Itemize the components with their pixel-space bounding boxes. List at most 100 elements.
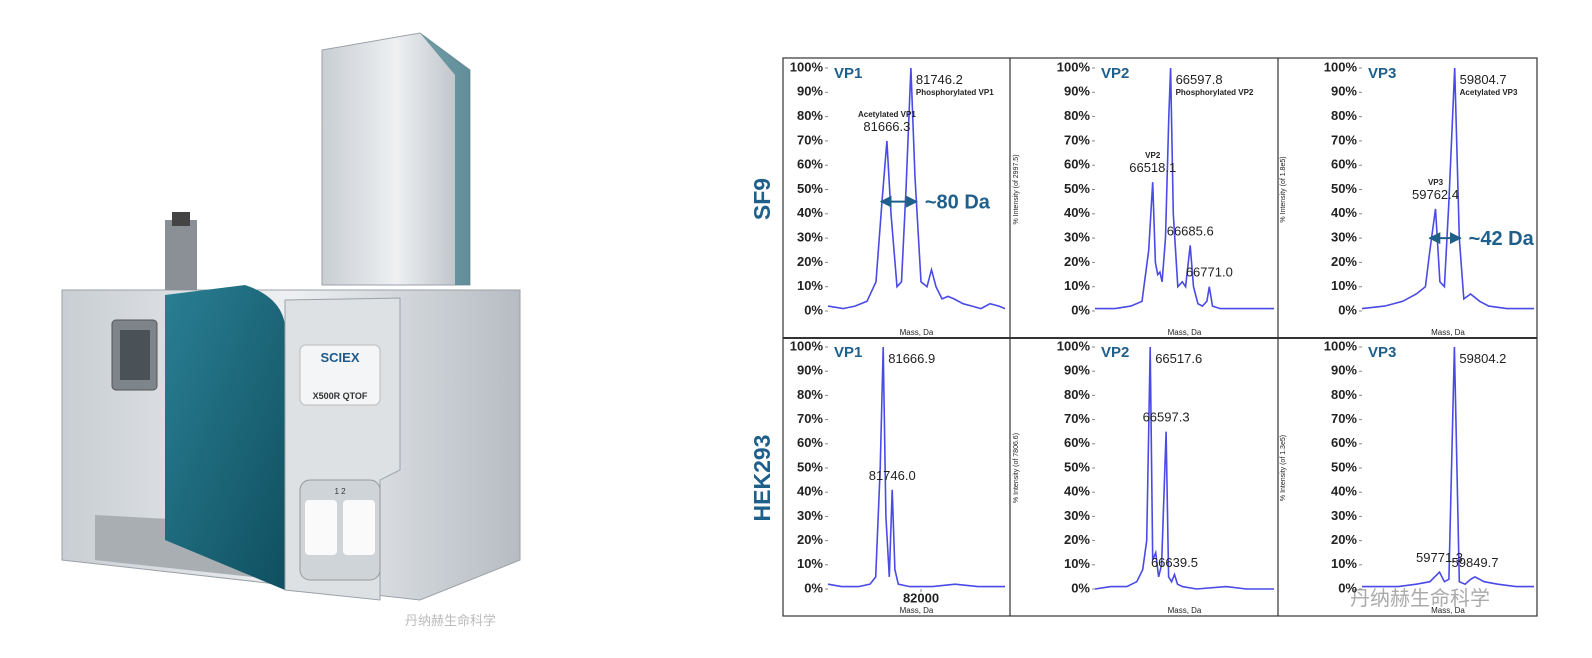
peak-label: 66639.5 (1151, 555, 1198, 570)
y-tick-label: 50% (1331, 459, 1357, 474)
row-label: SF9 (749, 178, 775, 220)
peak-note: VP3 (1428, 178, 1444, 187)
spectrum-line (1095, 67, 1274, 310)
y-tick-label: 40% (1064, 484, 1090, 499)
chart-title: VP3 (1368, 344, 1396, 361)
y-tick-label: 90% (797, 84, 823, 99)
mass-shift-label: ~80 Da (925, 192, 991, 214)
y-tick-label: 40% (1331, 484, 1357, 499)
y-tick-label: 80% (797, 387, 823, 402)
row-label: HEK293 (749, 435, 775, 522)
y-axis-label: % Intensity (of 1.3e5) (1280, 435, 1287, 501)
x-tick-label: 82000 (903, 590, 939, 605)
y-axis-label: % Intensity (of 1.8e5) (1280, 156, 1287, 222)
y-tick-label: 60% (1064, 435, 1090, 450)
spectrum-line (1094, 346, 1274, 590)
watermark: 丹纳赫生命科学 (1350, 587, 1490, 610)
y-tick-label: 70% (1331, 132, 1357, 147)
peak-label: 59849.7 (1452, 555, 1499, 570)
y-tick-label: 20% (797, 254, 823, 269)
y-tick-label: 0% (804, 580, 823, 595)
peak-note: VP2 (1145, 151, 1161, 160)
x-axis-label: Mass, Da (1168, 606, 1202, 615)
peak-note: Phosphorylated VP2 (1176, 88, 1254, 97)
y-tick-label: 50% (797, 459, 823, 474)
y-tick-label: 70% (797, 411, 823, 426)
y-tick-label: 0% (1338, 580, 1357, 595)
peak-note: Phosphorylated VP1 (916, 88, 994, 97)
y-tick-label: 60% (797, 435, 823, 450)
y-tick-label: 70% (1064, 132, 1090, 147)
y-tick-label: 30% (1064, 230, 1090, 245)
y-tick-label: 10% (797, 556, 823, 571)
instrument-photo: SCIEX X500R QTOF 1 2 丹纳赫生命科学 (61, 32, 521, 628)
y-tick-label: 80% (797, 108, 823, 123)
chart-title: VP1 (834, 344, 862, 361)
y-tick-label: 30% (1064, 508, 1090, 523)
chart-title: VP2 (1101, 344, 1129, 361)
peak-label: 66517.6 (1155, 351, 1202, 366)
y-tick-label: 10% (1064, 278, 1090, 293)
y-tick-label: 10% (1331, 556, 1357, 571)
y-tick-label: 50% (1064, 459, 1090, 474)
peak-label: 66518.1 (1129, 160, 1176, 175)
y-tick-label: 60% (797, 157, 823, 172)
peak-label: 59771.3 (1416, 550, 1463, 565)
y-tick-label: 90% (797, 363, 823, 378)
y-tick-label: 90% (1064, 84, 1090, 99)
y-tick-label: 0% (1338, 302, 1357, 317)
y-tick-label: 40% (1331, 205, 1357, 220)
y-tick-label: 10% (797, 278, 823, 293)
y-tick-label: 10% (1064, 556, 1090, 571)
y-tick-label: 60% (1331, 157, 1357, 172)
chart-title: VP3 (1368, 65, 1396, 82)
y-tick-label: 90% (1331, 363, 1357, 378)
x-axis-label: Mass, Da (1168, 328, 1202, 337)
peak-label: 66685.6 (1167, 223, 1214, 238)
spectrum-line (827, 346, 1005, 588)
x-axis-label: Mass, Da (1431, 328, 1465, 337)
y-tick-label: 70% (1064, 411, 1090, 426)
y-tick-label: 90% (1331, 84, 1357, 99)
y-tick-label: 0% (1071, 580, 1090, 595)
chart-title: VP1 (834, 65, 862, 82)
y-tick-label: 40% (797, 205, 823, 220)
peak-label: 66597.8 (1176, 72, 1223, 87)
y-tick-label: 60% (1064, 157, 1090, 172)
y-tick-label: 80% (1331, 387, 1357, 402)
figure-frame (782, 57, 1538, 617)
y-tick-label: 30% (1331, 230, 1357, 245)
y-tick-label: 0% (1071, 302, 1090, 317)
peak-label: 66597.3 (1143, 410, 1190, 425)
peak-label: 81666.9 (888, 351, 935, 366)
peak-note: Acetylated VP1 (858, 110, 916, 119)
y-tick-label: 80% (1331, 108, 1357, 123)
y-tick-label: 20% (1064, 532, 1090, 547)
y-tick-label: 100% (790, 59, 824, 74)
y-tick-label: 20% (797, 532, 823, 547)
peak-label: 81666.3 (863, 119, 910, 134)
y-tick-label: 100% (1324, 338, 1358, 353)
spectrum-line (827, 67, 1006, 310)
y-tick-label: 20% (1064, 254, 1090, 269)
y-tick-label: 70% (797, 132, 823, 147)
y-tick-label: 40% (1064, 205, 1090, 220)
slot-label: 1 2 (334, 487, 346, 496)
y-tick-label: 70% (1331, 411, 1357, 426)
peak-label: 59804.2 (1459, 351, 1506, 366)
spectrum-line (1361, 67, 1534, 310)
y-tick-label: 50% (1331, 181, 1357, 196)
x-axis-label: Mass, Da (900, 328, 934, 337)
watermark: 丹纳赫生命科学 (405, 613, 496, 628)
peak-label: 81746.0 (869, 468, 916, 483)
y-tick-label: 20% (1331, 254, 1357, 269)
y-axis-label: % Intensity (of 2997.5) (1013, 154, 1020, 224)
mass-shift-label: ~42 Da (1469, 228, 1535, 250)
y-tick-label: 80% (1064, 387, 1090, 402)
y-tick-label: 100% (1324, 59, 1358, 74)
y-tick-label: 40% (797, 484, 823, 499)
x-axis-label: Mass, Da (1431, 606, 1465, 615)
y-tick-label: 30% (1331, 508, 1357, 523)
y-axis-label: % Intensity (of 7806.6) (1013, 433, 1020, 503)
y-tick-label: 20% (1331, 532, 1357, 547)
